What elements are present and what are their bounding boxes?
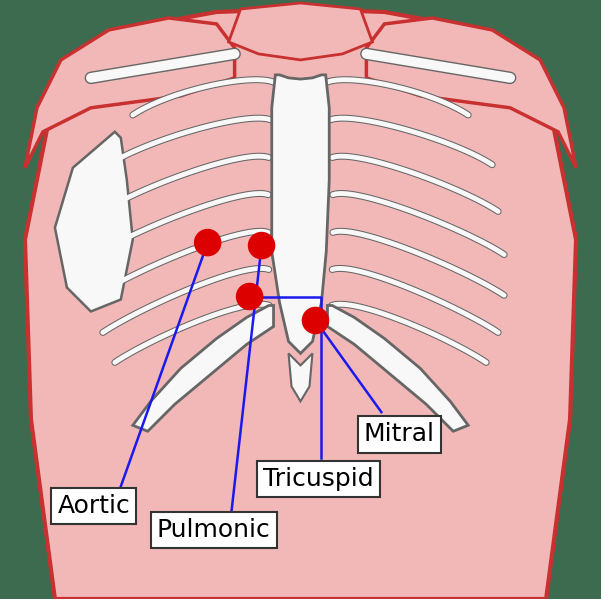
Polygon shape: [25, 9, 576, 599]
Polygon shape: [228, 3, 373, 60]
Circle shape: [302, 307, 329, 334]
Text: Aortic: Aortic: [58, 494, 130, 518]
Circle shape: [248, 232, 275, 259]
Polygon shape: [133, 305, 273, 431]
Text: Mitral: Mitral: [364, 422, 435, 446]
Polygon shape: [367, 18, 576, 168]
Polygon shape: [288, 353, 313, 401]
Circle shape: [194, 229, 221, 256]
Polygon shape: [328, 305, 468, 431]
Text: Pulmonic: Pulmonic: [157, 518, 270, 542]
Polygon shape: [272, 75, 329, 353]
Circle shape: [236, 283, 263, 310]
Text: Tricuspid: Tricuspid: [263, 467, 374, 491]
Polygon shape: [55, 132, 133, 311]
Polygon shape: [25, 18, 234, 168]
